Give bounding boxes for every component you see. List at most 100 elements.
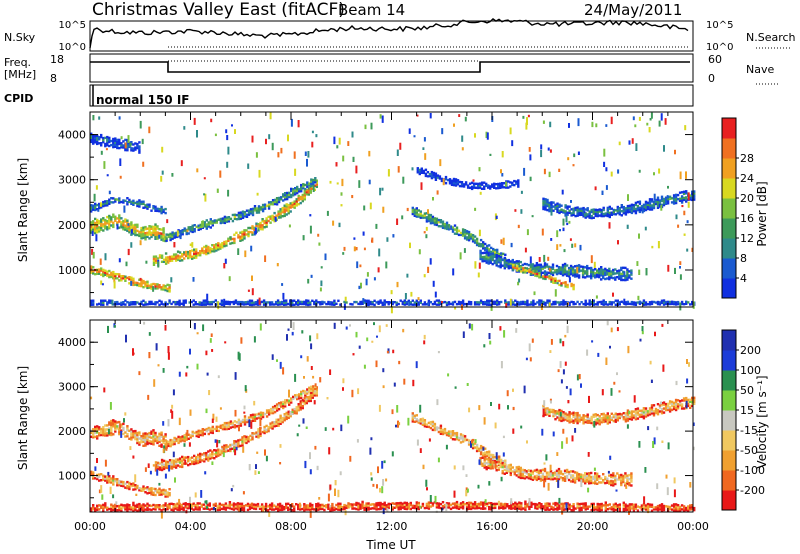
power-cell	[254, 303, 258, 306]
power-cell	[215, 249, 218, 252]
power-cell	[287, 134, 289, 142]
velocity-cell	[590, 421, 593, 425]
velocity-cell	[202, 507, 205, 510]
power-cell	[423, 137, 426, 142]
power-cell	[303, 196, 306, 199]
velocity-cell	[527, 477, 531, 480]
velocity-cell	[604, 477, 607, 481]
velocity-cell	[559, 476, 563, 479]
velocity-cell	[183, 458, 186, 461]
velocity-cell	[189, 436, 192, 439]
velocity-cells	[90, 320, 696, 519]
velocity-cell	[511, 466, 514, 469]
freq-tick-bottom: 8	[50, 72, 57, 85]
velocity-cell	[251, 432, 254, 435]
velocity-cell	[283, 413, 286, 416]
velocity-cell	[584, 420, 587, 424]
velocity-cell	[130, 438, 133, 441]
power-cell	[612, 212, 615, 216]
velocity-cell	[313, 392, 316, 395]
power-cell	[108, 273, 111, 277]
power-cell	[584, 272, 587, 275]
velocity-cell	[630, 416, 634, 419]
velocity-cell	[501, 469, 504, 473]
velocity-cell	[110, 509, 113, 512]
power-cell	[664, 202, 668, 205]
power-cell	[214, 133, 217, 137]
power-cell	[636, 261, 639, 266]
velocity-cell	[132, 484, 135, 487]
power-cell	[497, 184, 500, 188]
power-cell	[300, 187, 303, 191]
power-cell	[188, 301, 191, 304]
power-cell	[493, 184, 496, 187]
power-cell	[148, 233, 151, 236]
power-cell	[91, 248, 94, 255]
velocity-cell	[315, 390, 318, 393]
velocity-cell	[192, 504, 195, 507]
velocity-cell	[584, 414, 587, 418]
power-cell	[315, 181, 318, 184]
velocity-cell	[293, 411, 296, 415]
power-cell	[225, 218, 229, 221]
power-cell	[286, 197, 289, 201]
power-cell	[181, 255, 184, 258]
power-cell	[329, 303, 332, 306]
power-cell	[166, 302, 169, 306]
power-cell	[285, 207, 288, 210]
power-cell	[459, 231, 463, 235]
velocity-cell	[250, 504, 254, 507]
velocity-cell	[461, 434, 465, 437]
power-cell	[296, 191, 299, 195]
power-cell	[572, 213, 575, 217]
power-cell	[138, 151, 141, 154]
power-cell	[124, 228, 127, 231]
velocity-cell	[90, 431, 93, 434]
velocity-cell	[509, 467, 512, 471]
velocity-cell	[110, 431, 113, 435]
velocity-cell	[689, 404, 692, 407]
velocity-cell	[576, 417, 579, 421]
velocity-cell	[576, 419, 579, 423]
velocity-cell	[596, 421, 599, 425]
power-cell	[198, 301, 201, 304]
velocity-cell	[277, 418, 280, 421]
velocity-cell	[237, 445, 240, 448]
power-xaxis	[89, 112, 694, 307]
power-cell	[622, 205, 625, 209]
power-cell	[423, 274, 426, 278]
power-cell	[244, 303, 248, 306]
power-cell	[503, 262, 506, 266]
velocity-cell	[224, 502, 228, 505]
power-cell	[502, 237, 505, 246]
power-cell	[620, 278, 623, 282]
power-cell	[134, 283, 137, 286]
power-cell	[110, 299, 113, 302]
power-cell	[178, 301, 181, 304]
velocity-cell	[138, 487, 141, 490]
velocity-cell	[545, 475, 549, 478]
power-cell	[265, 219, 268, 222]
velocity-cell	[263, 427, 266, 431]
power-cell	[251, 207, 255, 211]
power-cell	[231, 241, 234, 245]
power-cell	[594, 276, 597, 279]
power-cell	[102, 299, 105, 302]
power-cell	[474, 182, 478, 185]
power-cell	[548, 275, 551, 278]
power-cell	[514, 303, 517, 306]
power-cell	[572, 285, 575, 289]
velocity-cell	[144, 436, 147, 439]
velocity-cell	[305, 506, 308, 509]
power-cell	[504, 253, 507, 256]
power-cell	[440, 177, 444, 181]
velocity-cell	[256, 502, 260, 506]
power-cell	[628, 302, 632, 306]
velocity-cell	[668, 410, 672, 413]
power-cell	[498, 256, 501, 260]
velocity-cell	[511, 470, 514, 473]
power-cell	[427, 299, 431, 302]
velocity-cell	[608, 474, 611, 477]
power-cell	[275, 199, 279, 202]
velocity-cell	[289, 508, 292, 511]
